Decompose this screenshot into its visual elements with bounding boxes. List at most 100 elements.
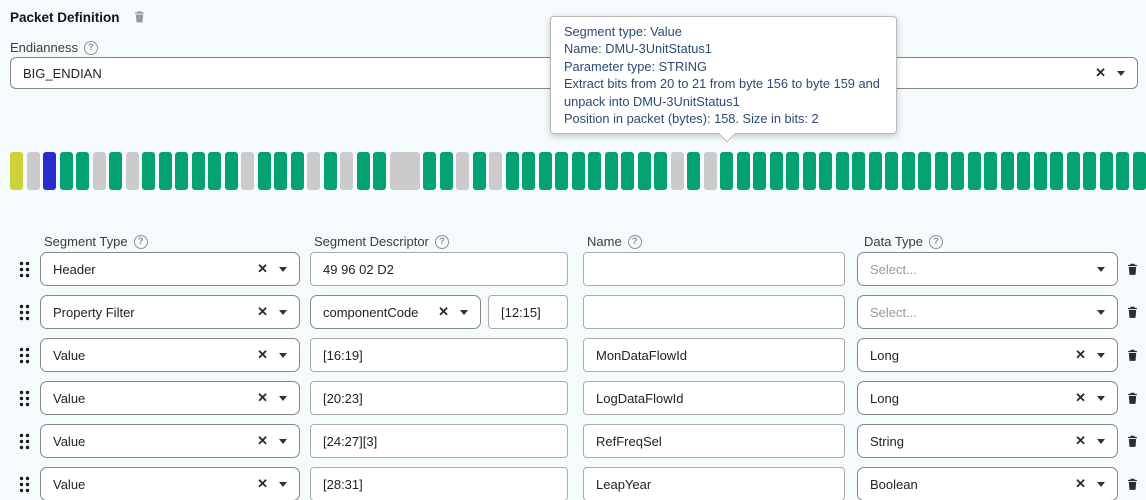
packet-bar-green[interactable] [934, 152, 948, 190]
packet-bar-green[interactable] [687, 152, 700, 190]
segment-type-caret-icon[interactable] [279, 481, 287, 487]
data-type-select[interactable]: String ✕ [857, 424, 1118, 458]
packet-bar-green[interactable] [951, 152, 964, 190]
packet-bar-gray[interactable] [340, 152, 353, 190]
name-input[interactable]: MonDataFlowId [583, 338, 845, 372]
data-type-help-icon[interactable]: ? [929, 234, 944, 249]
packet-bar-green[interactable] [1000, 152, 1014, 190]
packet-bar-green[interactable] [1083, 152, 1096, 190]
packet-bar-green[interactable] [1033, 152, 1047, 190]
packet-bar-green[interactable] [967, 152, 981, 190]
packet-bar-green[interactable] [654, 152, 667, 190]
data-type-clear-icon[interactable]: ✕ [1075, 433, 1086, 448]
packet-bar-green[interactable] [802, 152, 816, 190]
name-input[interactable] [583, 252, 845, 286]
data-type-select[interactable]: Select... [857, 252, 1118, 286]
segment-type-clear-icon[interactable]: ✕ [257, 347, 268, 362]
property-filter-clear-icon[interactable]: ✕ [438, 304, 449, 319]
data-type-select[interactable]: Select... [857, 295, 1118, 329]
delete-row-button[interactable] [1125, 261, 1140, 278]
packet-bar-green[interactable] [1116, 152, 1129, 190]
packet-bar-green[interactable] [1099, 152, 1113, 190]
data-type-caret-icon[interactable] [1097, 395, 1105, 401]
packet-bar-green[interactable] [158, 152, 172, 190]
packet-bar-green[interactable] [868, 152, 882, 190]
packet-bar-gray[interactable] [456, 152, 469, 190]
packet-bar-blue[interactable] [43, 152, 56, 190]
packet-bar-green[interactable] [637, 152, 651, 190]
drag-handle-icon[interactable] [18, 303, 32, 322]
packet-bar-green[interactable] [356, 152, 370, 190]
packet-bar-green[interactable] [472, 152, 486, 190]
endianness-caret-icon[interactable] [1117, 70, 1125, 76]
segment-type-select[interactable]: Value ✕ [40, 424, 300, 458]
name-input[interactable] [583, 295, 845, 329]
packet-bar-gray[interactable] [92, 152, 106, 190]
segment-descriptor-input[interactable]: [28:31] [310, 467, 568, 500]
packet-bar-green[interactable] [175, 152, 188, 190]
segment-type-caret-icon[interactable] [279, 266, 287, 272]
byte-range-input[interactable]: [12:15] [488, 295, 568, 329]
packet-bar-green[interactable] [621, 152, 634, 190]
property-filter-select[interactable]: componentCode ✕ [310, 295, 481, 329]
segment-type-clear-icon[interactable]: ✕ [257, 433, 268, 448]
packet-bar-green[interactable] [290, 152, 304, 190]
data-type-caret-icon[interactable] [1097, 481, 1105, 487]
data-type-caret-icon[interactable] [1097, 266, 1105, 272]
segment-descriptor-input[interactable]: [16:19] [310, 338, 568, 372]
endianness-help-icon[interactable]: ? [83, 40, 98, 55]
packet-bar-gray[interactable] [241, 152, 254, 190]
data-type-select[interactable]: Long ✕ [857, 381, 1118, 415]
segment-descriptor-input[interactable]: 49 96 02 D2 [310, 252, 568, 286]
packet-bar-green[interactable] [769, 152, 783, 190]
drag-handle-icon[interactable] [18, 475, 32, 494]
segment-type-clear-icon[interactable]: ✕ [257, 261, 268, 276]
segment-type-select[interactable]: Value ✕ [40, 338, 300, 372]
packet-bar-green[interactable] [142, 152, 155, 190]
packet-bar-green[interactable] [323, 152, 337, 190]
packet-bar-green[interactable] [819, 152, 832, 190]
packet-bar-green[interactable] [76, 152, 89, 190]
packet-bar-gray[interactable] [26, 152, 40, 190]
data-type-caret-icon[interactable] [1097, 438, 1105, 444]
packet-bar-green[interactable] [753, 152, 766, 190]
segment-type-select[interactable]: Value ✕ [40, 467, 300, 500]
endianness-clear-icon[interactable]: ✕ [1095, 65, 1106, 80]
packet-bar-green[interactable] [1050, 152, 1063, 190]
packet-bar-gray[interactable] [489, 152, 502, 190]
packet-bar-green[interactable] [901, 152, 915, 190]
name-input[interactable]: RefFreqSel [583, 424, 845, 458]
data-type-clear-icon[interactable]: ✕ [1075, 476, 1086, 491]
segment-type-select[interactable]: Property Filter ✕ [40, 295, 300, 329]
data-type-clear-icon[interactable]: ✕ [1075, 390, 1086, 405]
data-type-caret-icon[interactable] [1097, 352, 1105, 358]
packet-bar-green[interactable] [208, 152, 221, 190]
segment-type-caret-icon[interactable] [279, 352, 287, 358]
delete-row-button[interactable] [1125, 347, 1140, 364]
packet-bar-green[interactable] [439, 152, 453, 190]
segment-descriptor-input[interactable]: [20:23] [310, 381, 568, 415]
drag-handle-icon[interactable] [18, 346, 32, 365]
segment-type-caret-icon[interactable] [279, 309, 287, 315]
packet-bar-green[interactable] [1132, 152, 1146, 190]
name-input[interactable]: LogDataFlowId [583, 381, 845, 415]
packet-bar-green[interactable] [736, 152, 750, 190]
segment-type-select[interactable]: Header ✕ [40, 252, 300, 286]
packet-bar-gray[interactable] [389, 152, 420, 190]
packet-bar-green[interactable] [257, 152, 271, 190]
data-type-select[interactable]: Long ✕ [857, 338, 1118, 372]
packet-bar-green[interactable] [224, 152, 238, 190]
drag-handle-icon[interactable] [18, 389, 32, 408]
packet-bar-green[interactable] [555, 152, 568, 190]
delete-row-button[interactable] [1125, 476, 1140, 493]
packet-bar-green[interactable] [109, 152, 122, 190]
delete-packet-definition-icon[interactable] [132, 9, 147, 25]
delete-row-button[interactable] [1125, 304, 1140, 321]
delete-row-button[interactable] [1125, 390, 1140, 407]
segment-descriptor-input[interactable]: [24:27][3] [310, 424, 568, 458]
data-type-caret-icon[interactable] [1097, 309, 1105, 315]
drag-handle-icon[interactable] [18, 432, 32, 451]
packet-bar-green[interactable] [423, 152, 436, 190]
packet-bar-yellow[interactable] [10, 152, 23, 190]
segment-type-clear-icon[interactable]: ✕ [257, 304, 268, 319]
